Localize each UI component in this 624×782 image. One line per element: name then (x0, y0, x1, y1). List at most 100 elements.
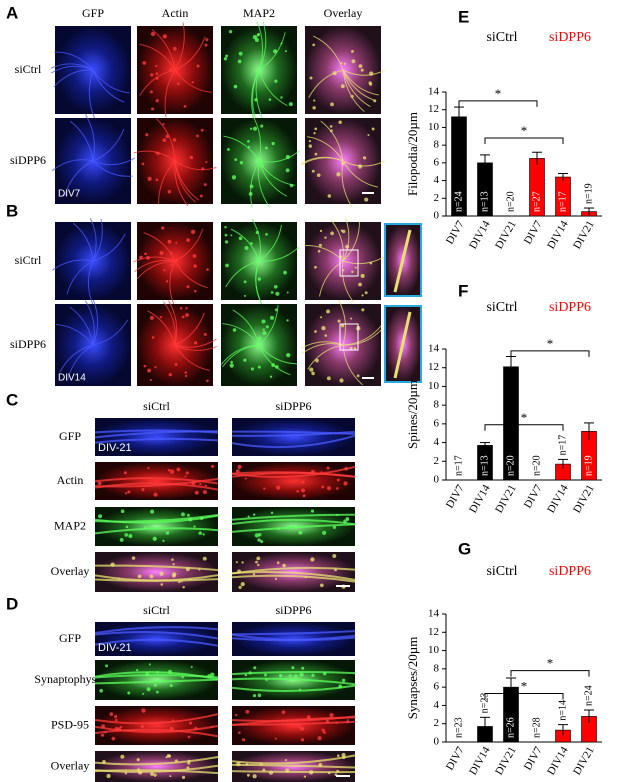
puncta (211, 464, 215, 469)
puncta (236, 761, 241, 767)
inset-dendrite (393, 229, 412, 293)
error-bar (558, 172, 568, 181)
micrograph (94, 552, 219, 592)
puncta (155, 76, 159, 80)
neurite (220, 344, 260, 365)
micrograph (221, 21, 297, 119)
puncta (149, 378, 153, 382)
puncta (262, 331, 267, 336)
puncta (254, 533, 259, 538)
puncta (155, 99, 159, 103)
y-tick-label: 14 (428, 608, 440, 620)
neurite (320, 120, 344, 162)
neurite (258, 246, 299, 262)
neurite (174, 22, 185, 71)
puncta (179, 306, 183, 310)
puncta (165, 531, 170, 535)
puncta (329, 129, 333, 133)
puncta (324, 334, 328, 337)
neurite (225, 260, 260, 288)
row-label: siCtrl (15, 62, 42, 76)
neurite (133, 256, 176, 263)
n-label: n=13 (479, 191, 490, 212)
significance-bracket (458, 100, 538, 107)
puncta (336, 478, 340, 482)
n-label: n=20 (505, 455, 516, 476)
zoom-box (339, 249, 359, 277)
micrograph (303, 218, 385, 303)
puncta (332, 525, 337, 529)
neurite (53, 69, 94, 88)
neurite (174, 160, 196, 203)
neurite (134, 259, 176, 273)
puncta (310, 470, 315, 475)
puncta (229, 363, 234, 368)
column-header: Actin (162, 6, 189, 20)
micrograph (51, 217, 131, 305)
puncta (332, 71, 337, 76)
puncta (318, 243, 322, 247)
puncta (274, 79, 278, 83)
puncta (265, 146, 268, 150)
puncta (150, 73, 154, 77)
y-tick-label: 12 (428, 626, 439, 638)
micrograph (94, 660, 219, 700)
puncta (225, 54, 229, 58)
puncta (286, 291, 289, 294)
neurite (87, 260, 94, 305)
neurite (231, 671, 356, 676)
image-stamp: DIV-21 (98, 442, 132, 454)
row-label: siDPP6 (10, 337, 46, 351)
puncta (200, 516, 204, 520)
neurite (231, 574, 356, 583)
neurite (251, 114, 262, 162)
neurite (342, 69, 379, 96)
y-tick-label: 12 (428, 103, 439, 115)
panel-letter: G (458, 539, 471, 558)
puncta (311, 169, 315, 173)
puncta (203, 183, 207, 187)
micrograph (220, 304, 297, 386)
error-bar (480, 154, 490, 171)
puncta (286, 352, 291, 358)
puncta (285, 768, 290, 773)
puncta (360, 68, 364, 72)
puncta (345, 516, 350, 521)
neurite (69, 120, 94, 162)
error-bar (558, 724, 568, 736)
micrograph (94, 418, 219, 456)
neurite (231, 471, 356, 478)
neurite (94, 638, 219, 647)
neurite (231, 430, 356, 436)
puncta (149, 574, 154, 579)
puncta (159, 571, 164, 576)
neurite (89, 217, 97, 262)
puncta (119, 538, 124, 542)
image-bg (95, 507, 218, 546)
puncta (336, 769, 340, 774)
puncta (257, 365, 261, 369)
neurite (258, 304, 279, 346)
y-tick-label: 10 (428, 644, 440, 656)
neurite (223, 135, 260, 162)
neurite (342, 69, 386, 76)
puncta (244, 477, 247, 480)
puncta (187, 735, 191, 739)
puncta (141, 488, 145, 492)
puncta (264, 673, 267, 677)
puncta (296, 490, 300, 493)
puncta (174, 363, 178, 366)
puncta (146, 255, 150, 260)
x-tick-label: DIV7 (522, 482, 545, 510)
puncta (167, 239, 172, 244)
neurite (174, 312, 205, 346)
micrograph (231, 418, 356, 456)
legend-entry: siDPP6 (549, 300, 591, 315)
x-tick-label: DIV21 (571, 745, 597, 777)
puncta (198, 568, 201, 571)
column-header: MAP2 (243, 6, 275, 20)
puncta (150, 90, 153, 94)
neurite (174, 228, 204, 262)
significance-label: * (547, 656, 554, 671)
puncta (300, 488, 306, 493)
